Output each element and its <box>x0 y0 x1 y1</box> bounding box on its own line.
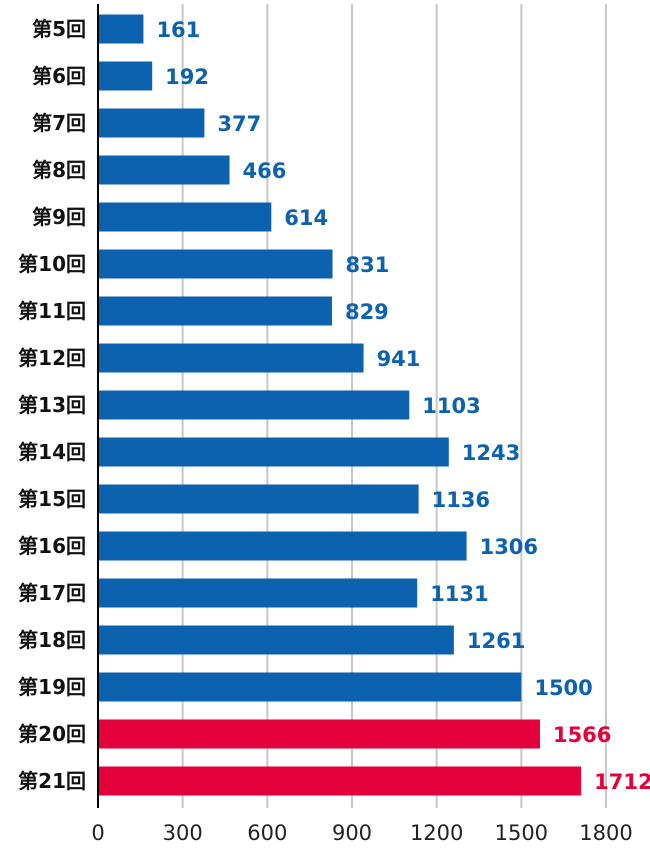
value-label: 466 <box>243 159 287 183</box>
value-label: 377 <box>217 112 261 136</box>
bar-7 <box>98 108 205 138</box>
bar-12 <box>98 343 364 373</box>
category-label: 第10回 <box>18 252 86 276</box>
value-label: 1306 <box>480 535 538 559</box>
category-label: 第9回 <box>32 205 86 229</box>
bar-9 <box>98 202 272 232</box>
value-label: 192 <box>165 65 209 89</box>
category-label: 第13回 <box>18 393 86 417</box>
value-label: 161 <box>156 18 200 42</box>
bar-11 <box>98 296 332 326</box>
value-label: 831 <box>346 253 390 277</box>
category-label: 第11回 <box>18 299 86 323</box>
bar-19 <box>98 672 522 702</box>
category-label: 第16回 <box>18 534 86 558</box>
value-label: 1131 <box>430 582 488 606</box>
bar-20 <box>98 719 540 749</box>
x-tick-label: 1500 <box>495 821 548 845</box>
value-label: 1712 <box>594 770 650 794</box>
category-label: 第18回 <box>18 628 86 652</box>
x-axis-tick-labels: 0 300 600 900 1200 1500 1800 <box>91 821 632 845</box>
category-labels: 第5回第6回第7回第8回第9回第10回第11回第12回第13回第14回第15回第… <box>18 17 86 793</box>
value-label: 1136 <box>432 488 490 512</box>
value-label: 1500 <box>534 676 592 700</box>
value-label: 1243 <box>462 441 520 465</box>
category-label: 第15回 <box>18 487 86 511</box>
bar-16 <box>98 531 467 561</box>
value-label: 1103 <box>422 394 480 418</box>
category-label: 第7回 <box>32 111 86 135</box>
bar-17 <box>98 578 418 608</box>
category-label: 第19回 <box>18 675 86 699</box>
bar-10 <box>98 249 333 279</box>
bar-15 <box>98 484 419 514</box>
value-label: 829 <box>345 300 389 324</box>
category-label: 第21回 <box>18 769 86 793</box>
x-tick-label: 300 <box>163 821 203 845</box>
category-label: 第5回 <box>32 17 86 41</box>
value-label: 1261 <box>467 629 525 653</box>
category-label: 第17回 <box>18 581 86 605</box>
x-tick-label: 1200 <box>410 821 463 845</box>
x-tick-label: 0 <box>91 821 104 845</box>
x-tick-label: 900 <box>332 821 372 845</box>
bar-6 <box>98 61 153 91</box>
x-tick-label: 600 <box>247 821 287 845</box>
bar-21 <box>98 766 582 796</box>
value-label: 941 <box>377 347 421 371</box>
category-label: 第8回 <box>32 158 86 182</box>
value-label: 1566 <box>553 723 611 747</box>
bar-5 <box>98 14 144 44</box>
value-label: 614 <box>284 206 328 230</box>
category-label: 第12回 <box>18 346 86 370</box>
x-tick-label: 1800 <box>579 821 632 845</box>
bars <box>98 14 582 796</box>
category-label: 第6回 <box>32 64 86 88</box>
bar-13 <box>98 390 410 420</box>
bar-8 <box>98 155 230 185</box>
bar-18 <box>98 625 454 655</box>
category-label: 第14回 <box>18 440 86 464</box>
bar-14 <box>98 437 449 467</box>
category-label: 第20回 <box>18 722 86 746</box>
